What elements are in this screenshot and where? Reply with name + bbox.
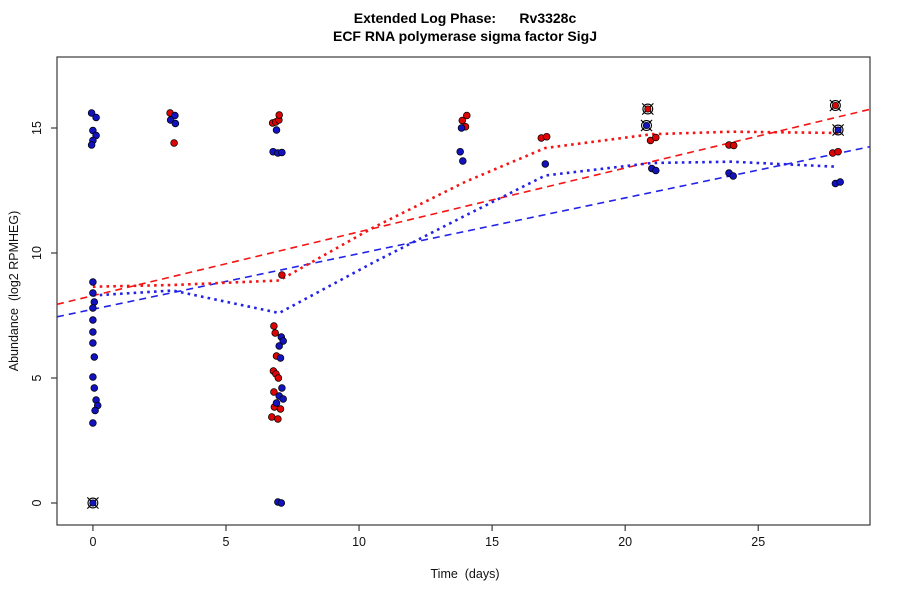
- data-point-blue: [89, 419, 97, 427]
- x-tick-label: 25: [751, 535, 765, 549]
- flagged-dot: [831, 101, 839, 110]
- x-tick-label: 20: [618, 535, 632, 549]
- y-tick-label: 15: [30, 121, 44, 135]
- data-point-blue: [279, 337, 287, 345]
- flagged-dot: [834, 126, 842, 134]
- data-point-blue: [90, 384, 99, 392]
- data-point-blue: [171, 111, 179, 120]
- data-point-blue: [278, 384, 286, 392]
- data-point-blue: [278, 148, 286, 157]
- data-point-blue: [836, 178, 844, 186]
- data-point-blue: [92, 113, 100, 122]
- data-point-blue: [87, 109, 96, 117]
- data-point-blue: [277, 499, 286, 507]
- data-point-blue: [459, 157, 467, 165]
- blue-loess-fit: [92, 160, 839, 315]
- plot-border: [56, 56, 871, 526]
- flagged-point-blue: [640, 119, 653, 132]
- y-tick-label: 10: [30, 246, 44, 260]
- data-point-red: [729, 141, 738, 150]
- flagged-dot: [89, 499, 97, 507]
- data-point-red: [278, 271, 286, 279]
- data-point-blue: [272, 126, 281, 134]
- data-point-red: [276, 405, 285, 413]
- data-point-blue: [279, 395, 287, 403]
- data-point-blue: [729, 172, 737, 180]
- data-point-red: [542, 132, 551, 141]
- flag-circle: [641, 120, 652, 131]
- data-point-blue: [90, 298, 99, 306]
- data-point-blue: [89, 339, 97, 347]
- y-tick-label: 0: [30, 499, 44, 506]
- flagged-point-blue: [86, 497, 99, 509]
- plot-title-line2: ECF RNA polymerase sigma factor SigJ: [332, 28, 597, 44]
- data-point-blue: [89, 304, 97, 312]
- data-point-blue: [89, 316, 97, 324]
- flag-circle: [832, 124, 844, 136]
- data-point-red: [170, 139, 178, 147]
- data-point-blue: [456, 147, 464, 156]
- data-point-red: [271, 329, 279, 337]
- data-point-blue: [89, 328, 97, 336]
- data-point-blue: [89, 289, 97, 297]
- plot-title-line1: Extended Log Phase: Rv3328c: [353, 10, 577, 26]
- data-point-red: [274, 415, 282, 423]
- x-tick-label: 15: [485, 535, 499, 549]
- flag-circle: [829, 100, 841, 111]
- data-point-blue: [91, 406, 99, 415]
- flagged-dot: [642, 121, 651, 130]
- x-tick-label: 10: [352, 535, 366, 549]
- data-point-blue: [276, 354, 285, 362]
- data-point-blue: [457, 124, 466, 132]
- flagged-dot: [644, 105, 652, 113]
- data-point-blue: [87, 141, 96, 149]
- data-point-red: [270, 322, 278, 330]
- x-tick-label: 5: [223, 535, 230, 549]
- flagged-point-red: [829, 99, 842, 112]
- data-point-blue: [90, 353, 99, 361]
- data-point-blue: [89, 278, 97, 286]
- data-point-blue: [171, 119, 180, 128]
- blue-linear-fit: [56, 145, 871, 318]
- y-tick-label: 5: [30, 374, 44, 381]
- data-point-red: [275, 111, 283, 119]
- x-axis-label: Time (days): [430, 567, 500, 581]
- data-point-red: [274, 374, 283, 382]
- data-point-red: [458, 116, 467, 125]
- red-loess-fit: [92, 130, 839, 288]
- flag-circle: [87, 497, 99, 509]
- data-point-red: [652, 133, 660, 142]
- flagged-point-blue: [832, 124, 845, 136]
- flagged-point-red: [641, 103, 654, 115]
- flag-circle: [642, 103, 654, 115]
- data-point-blue: [89, 373, 97, 381]
- data-point-red: [270, 388, 278, 396]
- x-tick-label: 0: [89, 535, 96, 549]
- data-point-blue: [652, 166, 660, 175]
- plot-title: Extended Log Phase: Rv3328c ECF RNA poly…: [0, 9, 900, 45]
- data-point-red: [463, 111, 471, 120]
- data-point-blue: [275, 342, 283, 350]
- data-point-red: [834, 147, 842, 156]
- data-point-blue: [541, 160, 550, 168]
- red-linear-fit: [56, 108, 871, 306]
- data-point-blue: [272, 399, 281, 407]
